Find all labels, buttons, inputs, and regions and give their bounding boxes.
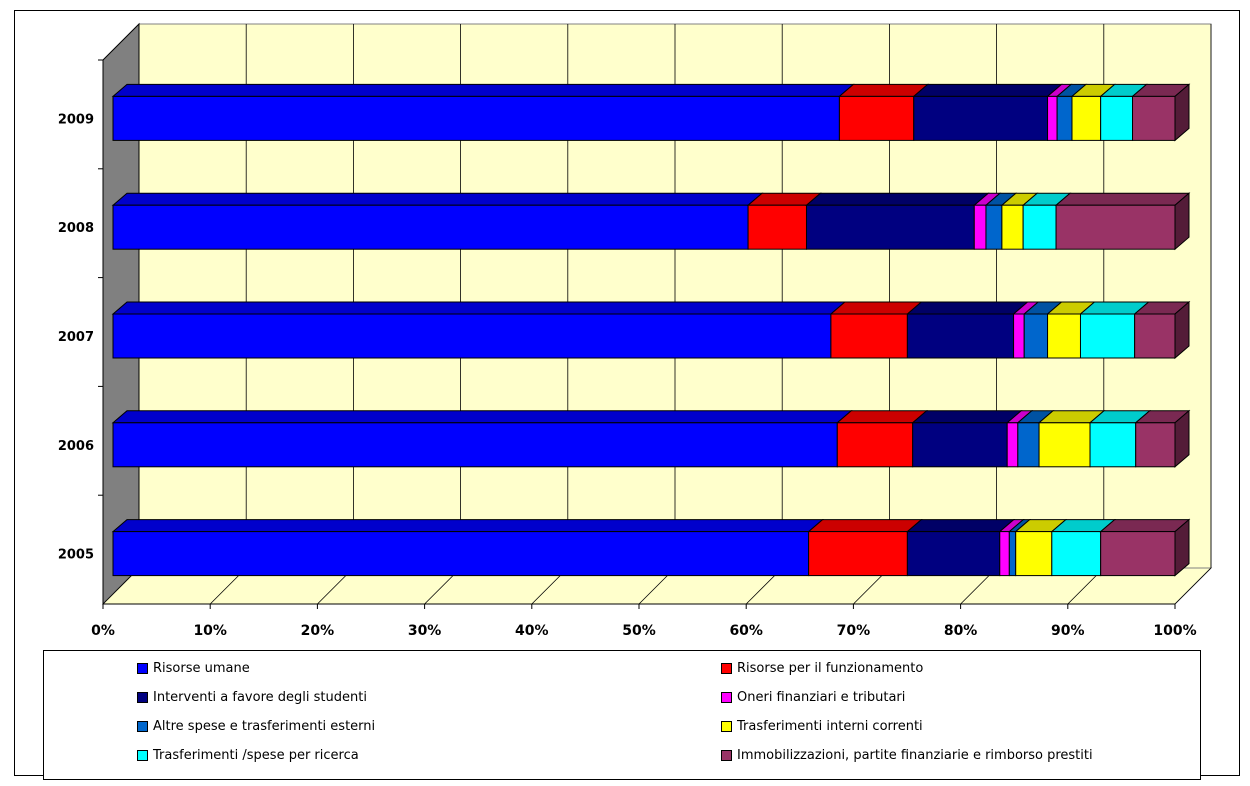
x-tick-label: 90% (1051, 623, 1085, 639)
legend-swatch (137, 662, 148, 674)
x-tick-label: 20% (301, 623, 335, 639)
bar-segment (1022, 301, 1063, 359)
x-tick-label: 100% (1153, 623, 1196, 639)
x-tick-label: 50% (622, 623, 656, 639)
bar-segment (805, 192, 990, 250)
y-tick-label: 2009 (58, 112, 94, 127)
legend-swatch (721, 720, 732, 732)
legend-swatch (721, 691, 732, 703)
bar-segment (1134, 409, 1191, 468)
bar-segment (835, 410, 929, 468)
bar-segment (1016, 410, 1055, 468)
x-tick-label: 0% (91, 623, 115, 639)
y-tick-label: 2008 (58, 221, 94, 236)
legend-item: Risorse per il funzionamento (721, 659, 923, 677)
bar-segment (1131, 83, 1191, 142)
bar-segment (111, 192, 764, 250)
bar-segment (1088, 410, 1152, 468)
legend-swatch (137, 691, 148, 703)
x-tick-label: 30% (408, 623, 442, 639)
legend-label: Oneri finanziari e tributari (737, 689, 906, 705)
chart-legend: Risorse umane Risorse per il funzionament… (43, 650, 1201, 780)
bar-segment (829, 301, 923, 359)
bar-segment (1046, 301, 1096, 359)
legend-swatch (137, 720, 148, 732)
legend-label: Trasferimenti interni correnti (737, 718, 923, 734)
bar-segment (1070, 83, 1117, 141)
legend-swatch (721, 749, 732, 761)
legend-item: Altre spese e trasferimenti esterni (137, 717, 375, 735)
bar-segment (1133, 300, 1191, 360)
bar-segment (111, 519, 824, 577)
x-tick-label: 10% (193, 623, 227, 639)
y-tick-label: 2006 (58, 439, 94, 454)
bar-segment (1099, 518, 1191, 577)
bar-segment (1037, 410, 1106, 468)
bar-segment (111, 83, 855, 141)
x-tick-label: 80% (944, 623, 978, 639)
bar-segment (1021, 192, 1072, 250)
legend-label: Immobilizzazioni, partite finanziarie e … (737, 747, 1093, 763)
bar-segment (906, 519, 1016, 577)
legend-swatch (137, 749, 148, 761)
x-tick-label: 70% (837, 623, 871, 639)
bar-segment (906, 301, 1029, 359)
y-tick-label: 2007 (58, 330, 94, 345)
x-tick-label: 60% (729, 623, 763, 639)
legend-label: Altre spese e trasferimenti esterni (153, 718, 376, 734)
legend-label: Trasferimenti /spese per ricerca (153, 747, 359, 763)
bar-segment (838, 83, 930, 141)
bar-segment (111, 410, 853, 468)
bar-segment (807, 519, 923, 577)
legend-item: Interventi a favore degli studenti (137, 688, 367, 706)
legend-swatch (721, 662, 732, 674)
bar-segment (1014, 519, 1068, 577)
legend-label: Risorse umane (153, 660, 250, 676)
bar-segment (111, 301, 847, 359)
floor-gridline (1174, 567, 1212, 605)
legend-label: Interventi a favore degli studenti (153, 689, 367, 705)
bar-segment (1079, 301, 1150, 359)
legend-item: Oneri finanziari e tributari (721, 688, 905, 706)
legend-item: Risorse umane (137, 659, 250, 677)
legend-item: Trasferimenti /spese per ricerca (137, 746, 359, 764)
bar-segment (912, 83, 1063, 141)
bar-segment (911, 410, 1023, 468)
bar-segment (1054, 192, 1191, 251)
legend-item: Immobilizzazioni, partite finanziarie e … (721, 746, 1093, 764)
legend-item: Trasferimenti interni correnti (721, 717, 923, 735)
legend-label: Risorse per il funzionamento (737, 660, 924, 676)
y-tick-label: 2005 (58, 548, 94, 563)
bar-segment (746, 192, 822, 250)
bar-segment (1050, 519, 1117, 577)
x-tick-label: 40% (515, 623, 549, 639)
